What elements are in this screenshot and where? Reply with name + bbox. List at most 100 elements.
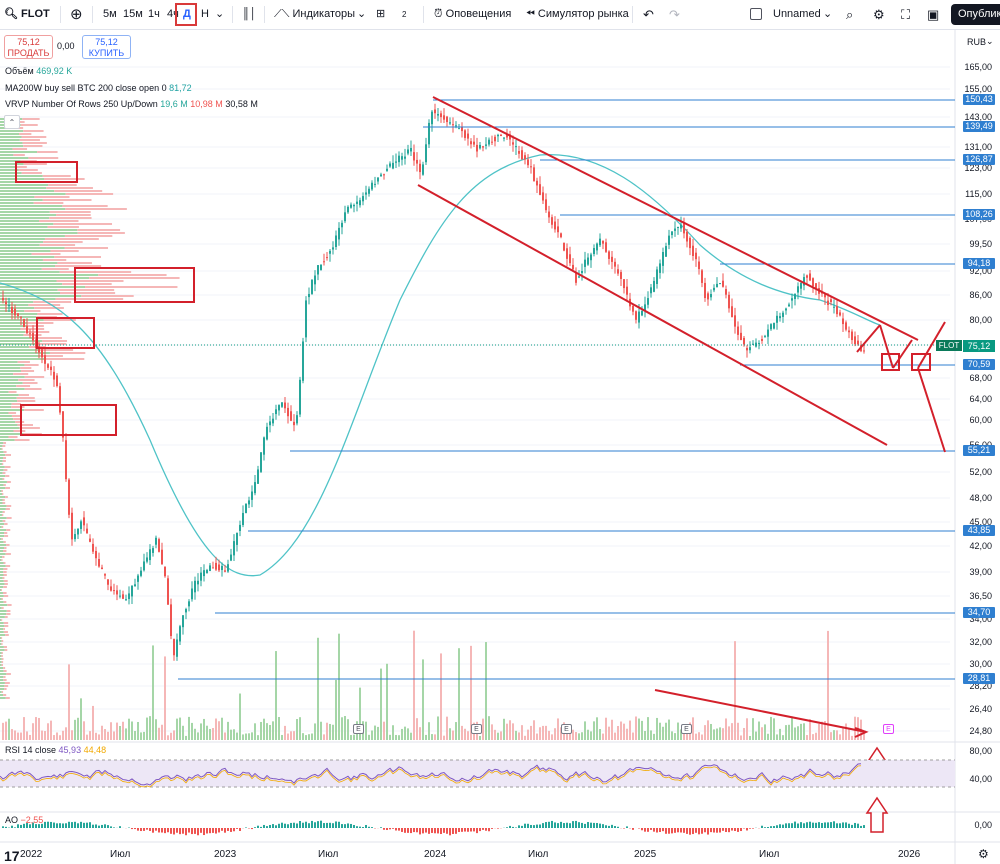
settings-gear-icon[interactable]: ⚙ [873,7,885,22]
ao-bar [653,828,655,832]
candles-icon[interactable]: ║│ [242,8,257,20]
alerts-button[interactable]: ⏰︎ Оповещения [434,0,511,29]
ao-bar [707,828,709,835]
chevron-down-icon[interactable]: ⌄ [215,8,225,20]
volume-bar [542,725,544,740]
vrvp-legend[interactable]: VRVP Number Of Rows 250 Up/Down 19,6 M 1… [5,99,258,109]
volume-profile-down-bar [1,598,3,600]
ao-legend[interactable]: AO −2,55 [5,815,43,825]
chevron-down-icon[interactable]: ⌄ [357,8,367,20]
timeframe-day[interactable]: Д [183,8,191,20]
timeframe-1h[interactable]: 1ч [148,8,160,20]
indicators-button[interactable]: ⟋⟍ Индикаторы [274,0,355,29]
volume-bar [737,722,739,740]
volume-profile-up-bar [0,262,58,264]
rsi-legend[interactable]: RSI 14 close 45,93 44,48 [5,745,106,755]
price-tick: 92,00 [969,266,992,276]
volume-bar [155,719,157,740]
timeframe-week[interactable]: Н [201,8,209,20]
candle-body [305,300,307,338]
volume-profile-down-bar [4,616,8,618]
currency-chevron-down-icon[interactable]: ⌄ [986,36,994,46]
ao-bar [215,828,217,834]
volume-profile-up-bar [0,523,5,525]
currency-selector[interactable]: RUB [967,37,987,47]
earnings-badge[interactable]: E [353,724,364,734]
volume-bar [698,732,700,740]
candle-body [506,133,508,138]
earnings-badge-upcoming[interactable]: E [883,724,894,734]
publish-button[interactable]: Опублико [951,4,1000,25]
volume-profile-down-bar [28,157,59,159]
earnings-badge[interactable]: E [561,724,572,734]
layout-name[interactable]: Unnamed [773,8,821,20]
ao-bar [344,824,346,828]
tradingview-logo[interactable]: 17 [4,848,20,864]
candle-body [368,188,370,194]
volume-profile-down-bar [3,631,8,633]
volume-profile-up-bar [0,337,33,339]
candle-body [527,159,529,166]
candle-body [290,411,292,421]
ao-bar [245,827,247,828]
earnings-badge[interactable]: E [471,724,482,734]
volume-bar [302,733,304,740]
undo-icon[interactable]: ↶ [643,7,654,22]
volume-profile-down-bar [85,286,178,288]
volume-legend[interactable]: Объём 469,92 K [5,66,72,76]
earnings-badge[interactable]: E [681,724,692,734]
replay-button[interactable]: ⏪︎ Симулятор рынка [526,0,629,29]
axis-settings-gear-icon[interactable]: ⚙ [978,847,989,861]
candle-body [443,115,445,120]
ao-bar [218,828,220,833]
top-toolbar: 🔍︎ FLOT ⊕ 5м 15м 1ч 4ч Д Н ⌄ ║│ ⟋⟍ Индик… [0,0,1000,30]
ao-bar [221,828,223,831]
timeframe-15m[interactable]: 15м [123,8,143,20]
candle-body [662,252,664,266]
ao-bar [317,821,319,828]
ao-bar [155,828,157,831]
volume-profile-down-bar [62,283,112,285]
ao-bar [77,823,79,828]
candle-body [251,491,253,500]
quick-search-icon[interactable]: ⌕ [846,7,854,22]
price-chart[interactable] [0,30,1000,864]
timeframe-5m[interactable]: 5м [103,8,117,20]
layout-checkbox-icon[interactable] [750,8,762,20]
volume-bar [293,731,295,740]
sell-button[interactable]: 75,12 ПРОДАТЬ [4,35,53,59]
candle-body [770,324,772,330]
add-symbol-icon[interactable]: ⊕ [70,6,83,23]
collapse-legend-chevron-up-icon[interactable]: ⌃ [4,115,20,129]
ao-bar [287,824,289,828]
volume-bar [308,734,310,740]
volume-bar [749,735,751,740]
volume-profile-down-bar [1,589,3,591]
ao-bar [284,823,286,828]
ma-legend[interactable]: MA200W buy sell BTC 200 close open 0 81,… [5,83,192,93]
candle-body [605,242,607,252]
redo-icon[interactable]: ↷ [669,7,680,22]
camera-icon[interactable]: ▣ [927,7,940,22]
volume-profile-up-bar [0,271,60,273]
volume-profile-up-bar [0,385,17,387]
candle-body [227,564,229,572]
volume-profile-up-bar [0,376,25,378]
price-tick: 155,00 [964,84,992,94]
volume-bar [611,719,613,740]
timeframe-4h[interactable]: 4ч [167,8,179,20]
volume-bar [506,723,508,740]
fullscreen-icon[interactable]: ⛶ [901,7,911,22]
symbol-search-button[interactable]: 🔍︎ FLOT [4,0,50,29]
ao-bar [704,828,706,833]
volume-profile-up-bar [0,298,56,300]
buy-button[interactable]: 75,12 КУПИТЬ [82,35,131,59]
volume-profile-up-bar [0,334,24,336]
candle-body [800,282,802,289]
volume-profile-up-bar [0,154,14,156]
templates-icon[interactable]: ⊞ [376,8,386,20]
ao-bar [326,822,328,828]
chevron-down-icon[interactable]: ⌄ [823,8,833,20]
arrow-up-annotation [865,796,889,833]
volume-bar [650,730,652,740]
